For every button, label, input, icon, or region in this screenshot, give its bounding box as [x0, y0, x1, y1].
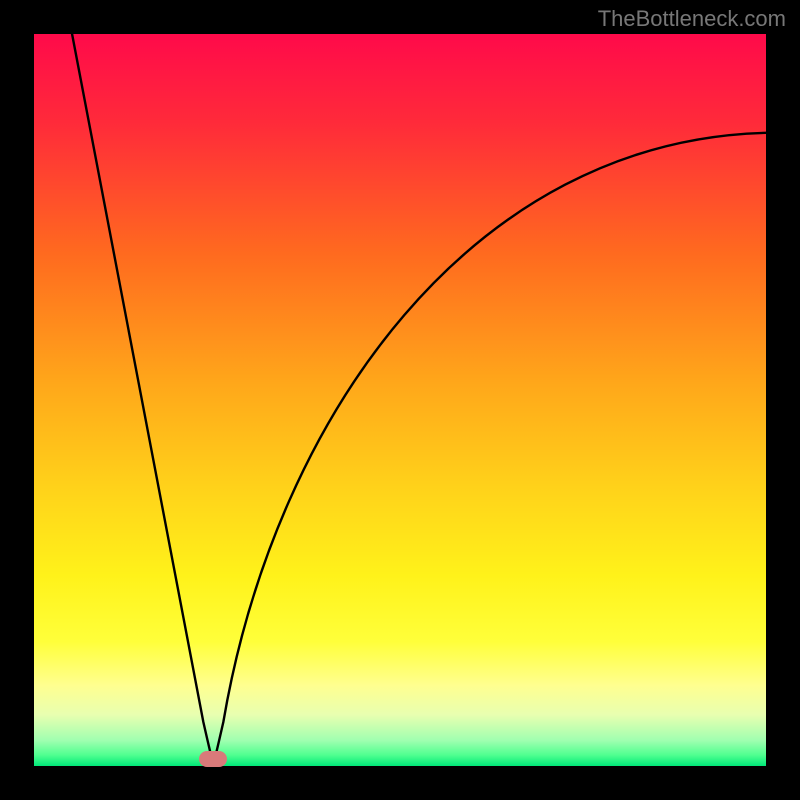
bottleneck-curve	[34, 34, 766, 766]
minimum-marker	[199, 751, 227, 767]
watermark-text: TheBottleneck.com	[598, 6, 786, 32]
plot-area	[34, 34, 766, 766]
curve-path	[72, 34, 766, 764]
chart-container: TheBottleneck.com	[0, 0, 800, 800]
